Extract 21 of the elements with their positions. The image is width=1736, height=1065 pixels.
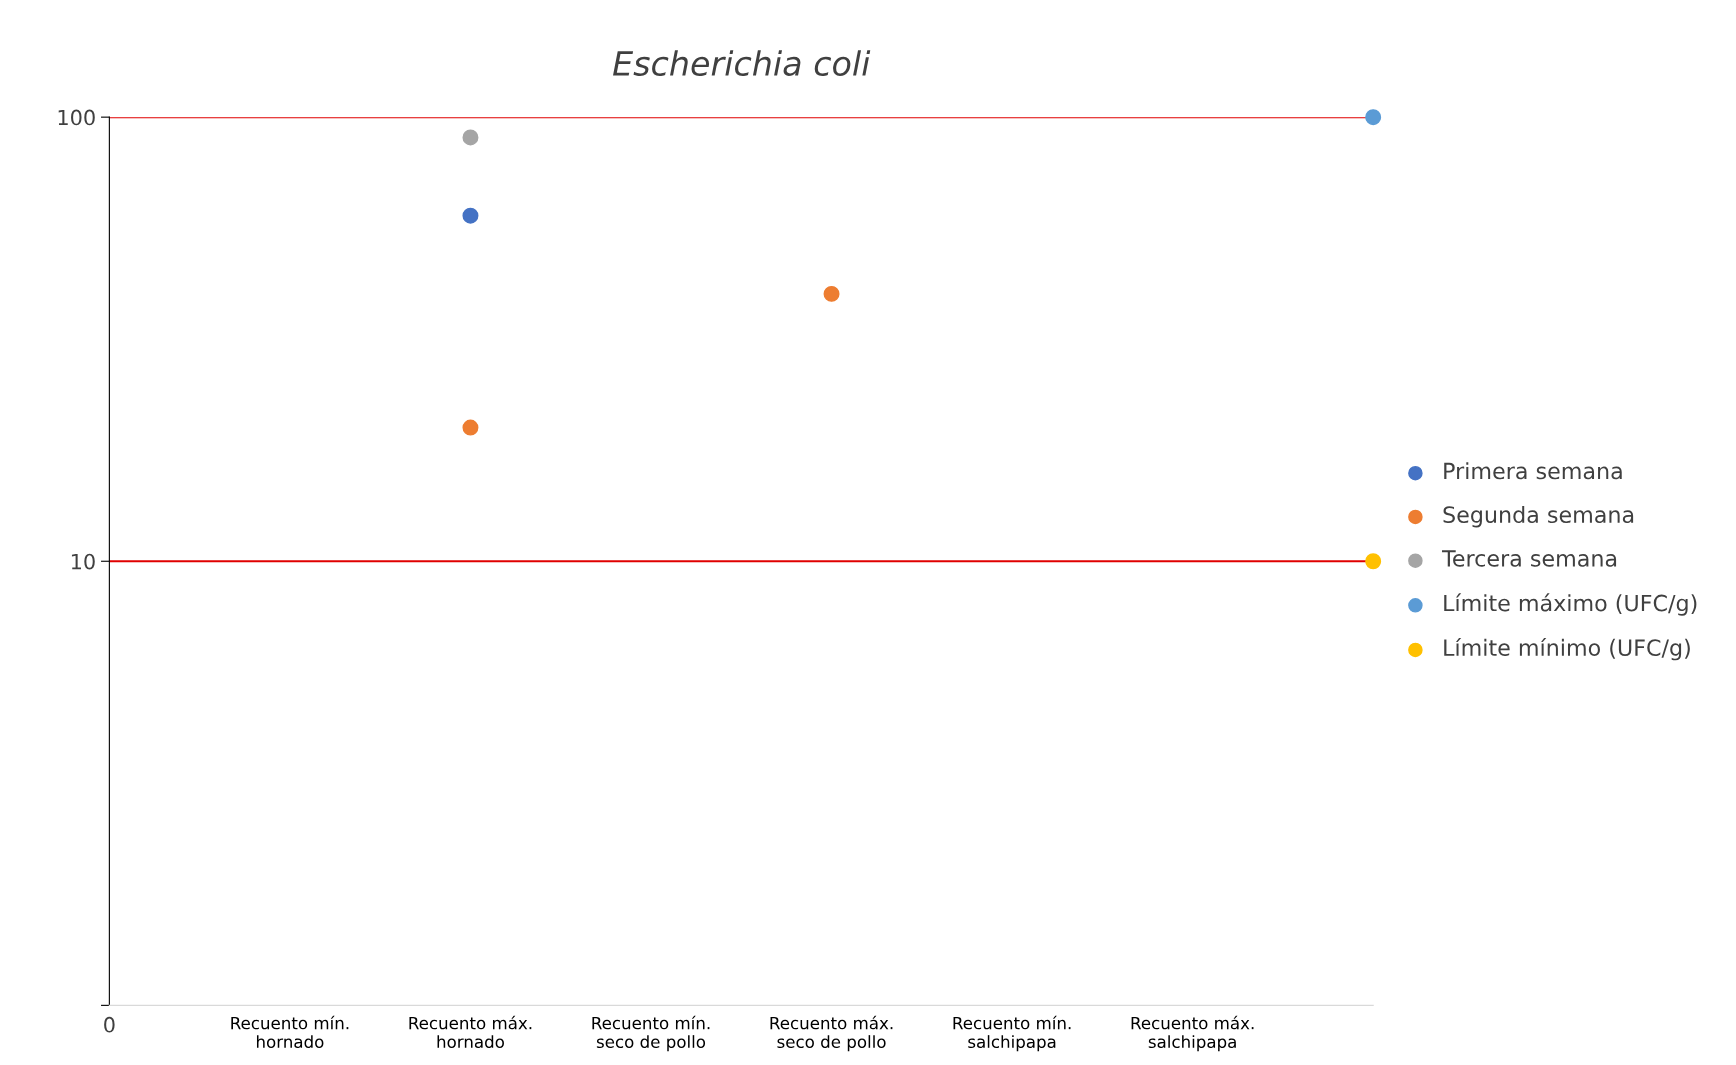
x-tick-label: Recuento máx. salchipapa [1131,1015,1254,1052]
point [823,285,840,302]
point [1365,553,1382,570]
legend-label: Segunda semana [1443,505,1634,528]
x-tick-label: Recuento máx. seco de pollo [770,1015,893,1052]
legend-label: Límite mínimo (UFC/g) [1444,637,1690,661]
x-tick-label: 0 [104,1016,115,1033]
point [462,129,479,146]
chart-title: Escherichia coli [613,50,871,76]
point [462,419,479,436]
legend-label: Límite máximo (UFC/g) [1444,593,1697,616]
x-tick-label: Recuento mín. salchipapa [953,1015,1071,1052]
y-tick-label: 10 [71,553,95,570]
y-tick-label: 100 [58,109,95,126]
legend-label: Tercera semana [1442,550,1617,567]
x-tick-label: Recuento mín. seco de pollo [592,1015,710,1052]
point [1365,109,1382,126]
legend-label: Primera semana [1444,462,1622,480]
x-tick-label: Recuento mín. hornado [231,1015,349,1049]
x-tick-label: Recuento máx. hornado [409,1015,532,1049]
point [462,207,479,224]
